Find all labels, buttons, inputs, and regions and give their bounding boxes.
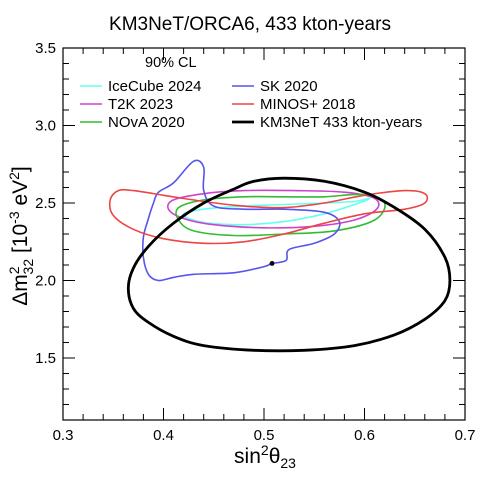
x-tick-label: 0.3	[53, 427, 74, 444]
confidence-level-label: 90% CL	[145, 55, 197, 71]
contour-series	[108, 159, 452, 353]
chart-title: KM3NeT/ORCA6, 433 kton-years	[109, 14, 391, 35]
contour-km3net-433-kton-years	[126, 176, 452, 353]
legend-label: T2K 2023	[108, 96, 173, 113]
contour-minos-2018	[108, 188, 429, 245]
y-tick-label: 2.5	[35, 195, 56, 212]
contour-sk-2020	[142, 159, 341, 282]
legend: IceCube 2024 SK 2020 T2K 2023 MINOS+ 2018 NO…	[80, 78, 422, 131]
x-tick-label: 0.7	[455, 427, 476, 444]
legend-label: NOvA 2020	[108, 114, 185, 131]
x-tick-label: 0.6	[354, 427, 375, 444]
y-tick-label: 3.0	[35, 118, 56, 135]
x-tick-label: 0.4	[153, 427, 174, 444]
x-tick-label: 0.5	[254, 427, 275, 444]
legend-label: KM3NeT 433 kton-years	[260, 114, 422, 131]
contour-t2k-2023	[166, 189, 380, 229]
axis-tick-labels: 0.3 0.4 0.5 0.6 0.7 1.5 2.0 2.5 3.0 3.5	[35, 40, 475, 444]
y-axis-label: Δm232 [10-3 eV2]	[6, 166, 36, 306]
legend-label: SK 2020	[260, 78, 318, 95]
y-tick-label: 1.5	[35, 350, 56, 367]
y-tick-label: 2.0	[35, 273, 56, 290]
legend-label: MINOS+ 2018	[260, 96, 355, 113]
best-fit-point	[269, 261, 275, 266]
axis-ticks	[62, 47, 466, 421]
x-axis-label: sin2θ23	[234, 442, 296, 471]
y-tick-label: 3.5	[35, 40, 56, 57]
legend-label: IceCube 2024	[108, 78, 201, 95]
